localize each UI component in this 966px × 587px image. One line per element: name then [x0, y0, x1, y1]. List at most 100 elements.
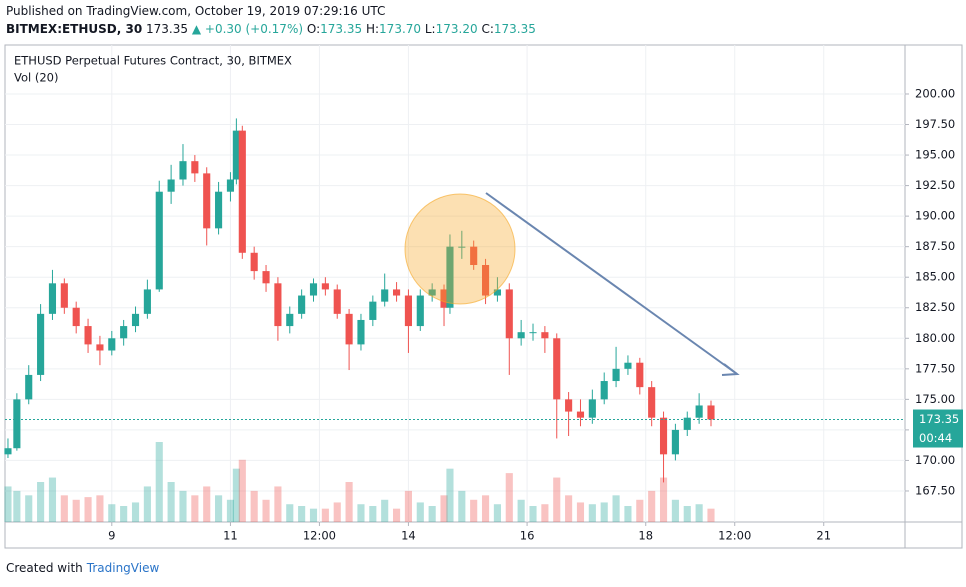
frame [4, 44, 963, 549]
volume-bar [232, 468, 240, 522]
volume-bar [683, 506, 691, 522]
x-tick-label: 9 [108, 529, 115, 543]
volume-bar [333, 502, 341, 522]
candle-body [707, 405, 715, 420]
volume-bar [286, 504, 294, 522]
candle-body [440, 289, 448, 308]
candle-body [428, 289, 436, 296]
candle-body [72, 307, 80, 327]
volume-bar [298, 506, 306, 522]
volume-bar [624, 506, 632, 522]
candle-body [131, 313, 140, 327]
candle-body [636, 362, 644, 388]
candle-body [659, 417, 668, 455]
volume-bar [648, 490, 656, 522]
volume-bar [659, 477, 668, 522]
x-tick-label: 11 [223, 529, 238, 543]
candle-body [695, 405, 703, 418]
candle-body [333, 289, 341, 314]
h-label: H: [365, 22, 380, 36]
candle-body [84, 326, 92, 345]
created: Created with [6, 561, 83, 575]
c-value: 173.35 [493, 22, 536, 36]
candle-body [96, 344, 104, 351]
volume-bar [155, 442, 163, 522]
candle-body [250, 252, 258, 272]
candle-body [155, 191, 163, 290]
candle-body [48, 283, 57, 314]
volume-bar [108, 504, 116, 522]
l-label: L: [424, 22, 436, 36]
trend-arrow [485, 192, 738, 375]
candle-body [143, 289, 151, 314]
candle-body [565, 399, 573, 412]
candle-body [529, 332, 537, 334]
x-tick-label: 16 [520, 529, 535, 543]
l-value: 173.20 [435, 22, 478, 36]
volume-bar [470, 499, 478, 522]
last-price-label: 173.35 [919, 412, 959, 426]
volume-bar [369, 506, 377, 522]
y-tick-label: 195.00 [915, 148, 955, 162]
volume-bar [393, 508, 401, 522]
y-tick-label: 182.50 [915, 300, 955, 314]
candle-body [345, 313, 353, 345]
h-value: 173.70 [379, 22, 422, 36]
candle-body [416, 295, 424, 327]
volume-bar [381, 499, 389, 522]
candle-body [232, 130, 240, 180]
x-tick-label: 14 [401, 529, 416, 543]
brand[interactable]: TradingView [86, 561, 160, 575]
countdown-label: 00:44 [919, 431, 952, 445]
y-tick-label: 167.50 [915, 483, 955, 497]
candle-body [60, 283, 68, 308]
volume-bar [13, 490, 21, 522]
candle-body [481, 264, 490, 296]
y-tick-label: 192.50 [915, 178, 955, 192]
candle-body [167, 179, 175, 192]
o-label: O: [306, 22, 321, 36]
price: 173.35 [146, 22, 189, 36]
candle-body [576, 411, 585, 418]
candle-body [470, 246, 478, 265]
o-value: 173.35 [320, 22, 363, 36]
candle-body [600, 381, 608, 400]
x-tick-label: 12:00 [718, 529, 751, 543]
volume-bar [357, 504, 365, 522]
volume-bar [440, 495, 448, 522]
candle-body [446, 246, 454, 308]
volume-bar [250, 490, 258, 522]
candle-body [493, 289, 501, 296]
candle-body [13, 399, 21, 449]
x-tick-label: 21 [816, 529, 831, 543]
y-tick-label: 177.50 [915, 361, 955, 375]
volume-bar [321, 508, 329, 522]
candle-body [588, 399, 596, 418]
candle-body [505, 289, 513, 339]
volume-bar [505, 473, 513, 522]
y-tick-label: 170.00 [915, 453, 955, 467]
volume-bar [541, 504, 549, 522]
volume-bar [203, 486, 211, 522]
volume-bar [446, 468, 454, 522]
last-price-box [913, 409, 963, 448]
candle-body [624, 362, 632, 369]
volume-bar [167, 482, 175, 522]
volume-bar [416, 502, 424, 522]
candle-body [671, 429, 679, 455]
volume-bar [96, 495, 104, 522]
candle-body [381, 289, 389, 302]
x-tick-label: 18 [638, 529, 653, 543]
volume-bar [226, 499, 235, 522]
volume-bar [72, 499, 80, 522]
y-tick-label: 180.00 [915, 331, 955, 345]
volume-bar [493, 504, 501, 522]
candle-body [238, 130, 246, 253]
candle-body [215, 191, 223, 229]
volume-bar [600, 502, 608, 522]
y-tick-label: 190.00 [915, 209, 955, 223]
volume-bar [517, 499, 525, 522]
candle-body [25, 374, 33, 400]
volume-bar [37, 482, 45, 522]
